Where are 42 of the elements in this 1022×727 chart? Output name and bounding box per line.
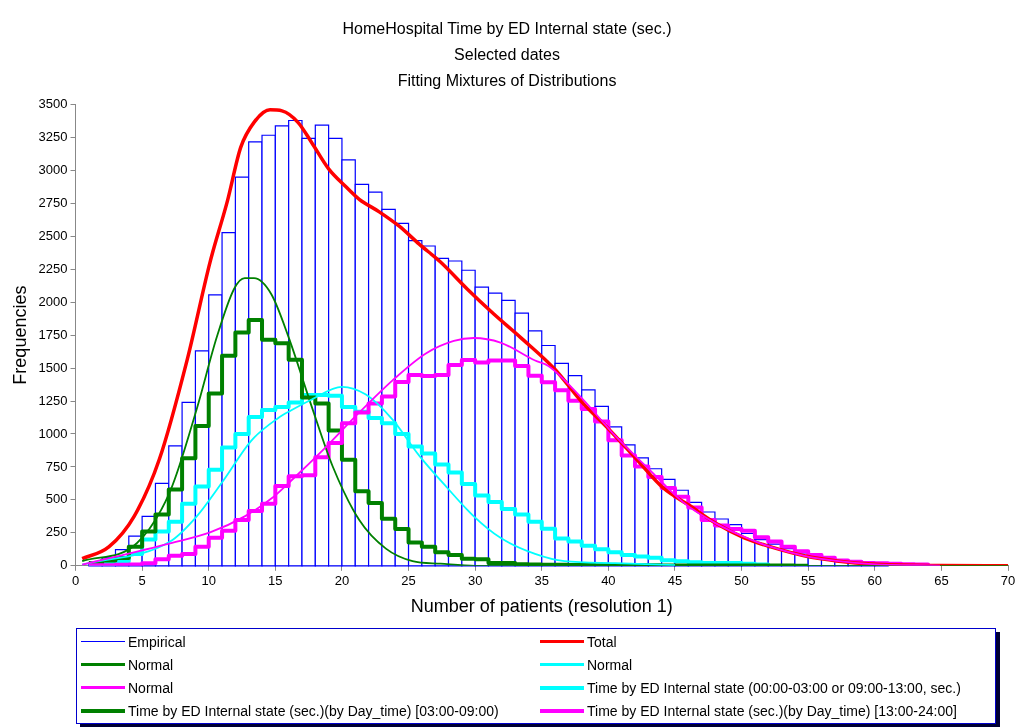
- x-tick-label: 35: [534, 573, 549, 589]
- legend-label: Normal: [128, 656, 174, 673]
- y-tick-label: 2750: [38, 194, 68, 210]
- y-tick-label: 2000: [38, 293, 68, 309]
- x-tick-label: 45: [667, 573, 683, 589]
- x-tick-label: 55: [800, 573, 816, 589]
- legend-label: Normal: [587, 656, 633, 673]
- x-tick-label: 65: [934, 573, 949, 589]
- y-tick-label: 250: [45, 524, 68, 540]
- x-tick-label: 70: [1000, 573, 1016, 589]
- y-tick-label: 3000: [38, 161, 68, 177]
- y-tick-label: 0: [60, 557, 68, 573]
- x-tick-label: 5: [138, 573, 146, 589]
- x-tick-label: 50: [734, 573, 749, 589]
- y-tick-label: 500: [45, 491, 68, 507]
- y-tick-label: 2250: [38, 260, 68, 276]
- chart-title: HomeHospital Time by ED Internal state (sec.): [342, 20, 672, 38]
- legend-label: Empirical: [128, 633, 186, 650]
- x-axis-title: Number of patients (resolution 1): [410, 596, 673, 617]
- x-tick-label: 20: [334, 573, 350, 589]
- x-tick-label: 15: [268, 573, 283, 589]
- x-tick-label: 10: [201, 573, 216, 589]
- legend-label: Time by ED Internal state (sec.)(by Day_time) [13:00-24:00]: [587, 702, 957, 719]
- x-tick-label: 25: [401, 573, 416, 589]
- x-tick-label: 30: [467, 573, 483, 589]
- y-tick-label: 1250: [38, 392, 68, 408]
- y-axis-title: Frequencies: [9, 285, 30, 385]
- y-tick-label: 2500: [38, 227, 68, 243]
- chart-subtitle: Selected dates Fitting Mixtures of Distributions: [397, 46, 617, 90]
- y-tick-label: 3250: [38, 128, 68, 144]
- y-tick-label: 1000: [38, 425, 68, 441]
- y-tick-label: 1750: [38, 326, 68, 342]
- x-tick-label: 0: [71, 573, 80, 589]
- x-tick-label: 60: [867, 573, 883, 589]
- legend-label: Time by ED Internal state (sec.)(by Day_time) [03:00-09:00): [128, 702, 499, 719]
- y-tick-label: 750: [45, 458, 68, 474]
- legend-label: Normal: [128, 679, 174, 696]
- legend-label: Time by ED Internal state (00:00-03:00 or 09:00-13:00, sec.): [587, 679, 961, 696]
- x-tick-label: 40: [601, 573, 616, 589]
- y-tick-label: 3500: [38, 95, 68, 111]
- y-tick-label: 1500: [38, 359, 68, 375]
- legend-label: Total: [587, 633, 617, 650]
